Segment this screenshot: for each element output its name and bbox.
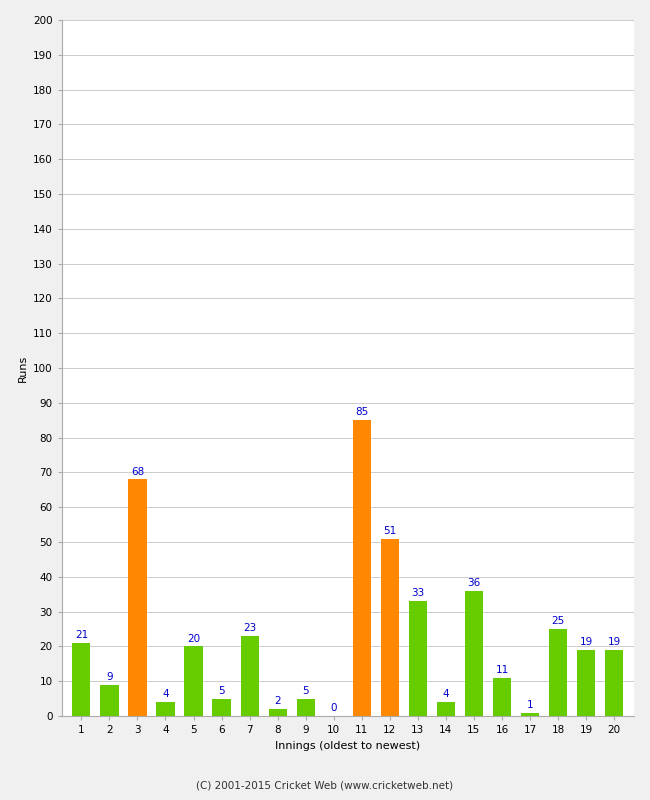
Bar (157, 702, 175, 716)
Text: 4: 4 (443, 690, 449, 699)
Bar (353, 420, 371, 716)
Text: 33: 33 (411, 588, 424, 598)
Text: 5: 5 (302, 686, 309, 696)
Text: 2: 2 (274, 696, 281, 706)
Bar (521, 713, 539, 716)
Bar (240, 636, 259, 716)
Text: 11: 11 (495, 665, 508, 675)
Text: 19: 19 (608, 637, 621, 647)
Text: 20: 20 (187, 634, 200, 644)
Bar (185, 646, 203, 716)
Bar (605, 650, 623, 716)
Bar (437, 702, 455, 716)
Bar (465, 590, 483, 716)
Bar (577, 650, 595, 716)
Text: (C) 2001-2015 Cricket Web (www.cricketweb.net): (C) 2001-2015 Cricket Web (www.cricketwe… (196, 781, 454, 790)
Text: 5: 5 (218, 686, 225, 696)
Bar (72, 643, 90, 716)
Bar (268, 709, 287, 716)
Bar (296, 698, 315, 716)
Text: 4: 4 (162, 690, 169, 699)
Text: 0: 0 (330, 703, 337, 714)
Text: 51: 51 (384, 526, 396, 536)
Y-axis label: Runs: Runs (18, 354, 27, 382)
Bar (549, 629, 567, 716)
Text: 1: 1 (526, 700, 533, 710)
Text: 85: 85 (355, 407, 369, 418)
Text: 23: 23 (243, 623, 256, 633)
Text: 9: 9 (106, 672, 112, 682)
Text: 21: 21 (75, 630, 88, 640)
Text: 25: 25 (551, 616, 565, 626)
Text: 68: 68 (131, 466, 144, 477)
Bar (409, 601, 427, 716)
Text: 19: 19 (579, 637, 593, 647)
X-axis label: Innings (oldest to newest): Innings (oldest to newest) (275, 741, 421, 750)
Bar (213, 698, 231, 716)
Bar (128, 479, 146, 716)
Text: 36: 36 (467, 578, 480, 588)
Bar (493, 678, 511, 716)
Bar (381, 538, 399, 716)
Bar (100, 685, 118, 716)
